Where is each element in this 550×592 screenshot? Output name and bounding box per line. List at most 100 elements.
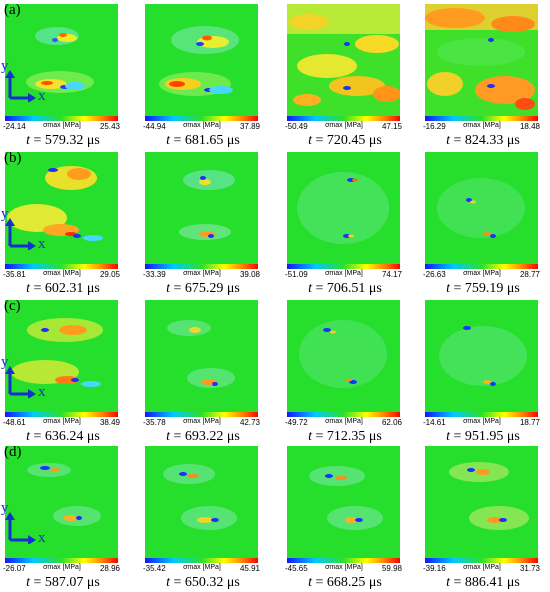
- y-axis-label: y: [1, 206, 9, 222]
- colorbar-min: -35.81: [3, 270, 26, 279]
- colorbar: [5, 116, 118, 121]
- panel-c3: -49.72 σmax [MPa] 62.06 t = 712.35 μs: [282, 300, 408, 446]
- stress-map: [287, 446, 400, 558]
- row-b: (b) y x: [0, 148, 550, 296]
- colorbar-max: 18.77: [519, 418, 540, 427]
- row-label: (d): [4, 444, 22, 460]
- stress-map: [145, 4, 258, 116]
- row-label: (a): [4, 2, 21, 18]
- stress-map: [425, 4, 538, 116]
- colorbar: [5, 264, 118, 269]
- colorbar-label: σmax [MPa]: [183, 122, 221, 129]
- colorbar-label: σmax [MPa]: [183, 270, 221, 277]
- panel-d2: -35.42 σmax [MPa] 45.91 t = 650.32 μs: [140, 446, 266, 592]
- stress-map: [425, 152, 538, 264]
- colorbar-max: 31.73: [519, 564, 540, 573]
- y-axis-label: y: [1, 58, 9, 74]
- colorbar: [425, 116, 538, 121]
- panel-b3: -51.09 σmax [MPa] 74.17 t = 706.51 μs: [282, 152, 408, 298]
- x-axis-label: x: [38, 88, 46, 104]
- colorbar-min: -24.14: [3, 122, 26, 131]
- x-axis-label: x: [38, 236, 46, 252]
- stress-map: [287, 4, 400, 116]
- panel-d3: -45.65 σmax [MPa] 59.98 t = 668.25 μs: [282, 446, 408, 592]
- colorbar-min: -16.29: [423, 122, 446, 131]
- stress-map-image: [287, 4, 400, 116]
- colorbar-min: -35.78: [143, 418, 166, 427]
- time-label: t = 587.07 μs: [26, 575, 100, 590]
- colorbar-max: 18.48: [519, 122, 540, 131]
- time-label: t = 579.32 μs: [26, 133, 100, 148]
- colorbar-label: σmax [MPa]: [325, 564, 363, 571]
- colorbar-max: 74.17: [381, 270, 402, 279]
- stress-map-image: [287, 152, 400, 264]
- colorbar-min: -39.16: [423, 564, 446, 573]
- stress-map: [287, 152, 400, 264]
- stress-map-image: [145, 300, 258, 412]
- axes-arrows-icon: [5, 366, 36, 398]
- xy-axes-indicator: y x: [1, 206, 62, 252]
- colorbar-max: 45.91: [239, 564, 260, 573]
- colorbar-min: -26.63: [423, 270, 446, 279]
- colorbar-max: 28.96: [99, 564, 120, 573]
- colorbar-min: -35.42: [143, 564, 166, 573]
- colorbar-max: 28.77: [519, 270, 540, 279]
- colorbar-label: σmax [MPa]: [325, 270, 363, 277]
- colorbar: [5, 558, 118, 563]
- time-label: t = 759.19 μs: [446, 281, 520, 296]
- stress-map-image: [287, 446, 400, 558]
- colorbar-max: 29.05: [99, 270, 120, 279]
- colorbar-max: 38.49: [99, 418, 120, 427]
- panel-a4: -16.29 σmax [MPa] 18.48 t = 824.33 μs: [420, 4, 546, 150]
- stress-map-image: [145, 4, 258, 116]
- time-label: t = 681.65 μs: [166, 133, 240, 148]
- time-label: t = 720.45 μs: [308, 133, 382, 148]
- time-label: t = 712.35 μs: [308, 429, 382, 444]
- panel-a3: -50.49 σmax [MPa] 47.15 t = 720.45 μs: [282, 4, 408, 150]
- colorbar-max: 47.15: [381, 122, 402, 131]
- colorbar-min: -48.61: [3, 418, 26, 427]
- colorbar: [287, 558, 400, 563]
- colorbar-label: σmax [MPa]: [43, 122, 81, 129]
- axes-arrows-icon: [5, 70, 36, 102]
- row-label: (b): [4, 150, 22, 166]
- row-label: (c): [4, 298, 21, 314]
- colorbar-label: σmax [MPa]: [325, 122, 363, 129]
- stress-map: [425, 300, 538, 412]
- colorbar-label: σmax [MPa]: [325, 418, 363, 425]
- time-label: t = 636.24 μs: [26, 429, 100, 444]
- row-c: (c) y x: [0, 296, 550, 444]
- colorbar-max: 62.06: [381, 418, 402, 427]
- time-label: t = 602.31 μs: [26, 281, 100, 296]
- stress-map-image: [425, 4, 538, 116]
- colorbar: [145, 264, 258, 269]
- time-label: t = 824.33 μs: [446, 133, 520, 148]
- time-label: t = 951.95 μs: [446, 429, 520, 444]
- colorbar-min: -44.94: [143, 122, 166, 131]
- colorbar: [287, 116, 400, 121]
- colorbar: [287, 264, 400, 269]
- panel-b2: -33.39 σmax [MPa] 39.08 t = 675.29 μs: [140, 152, 266, 298]
- time-label: t = 706.51 μs: [308, 281, 382, 296]
- colorbar-min: -51.09: [285, 270, 308, 279]
- colorbar: [287, 412, 400, 417]
- colorbar: [425, 264, 538, 269]
- x-axis-label: x: [38, 530, 46, 546]
- colorbar-label: σmax [MPa]: [183, 418, 221, 425]
- stress-map: [145, 300, 258, 412]
- colorbar-label: σmax [MPa]: [463, 270, 501, 277]
- panel-c2: -35.78 σmax [MPa] 42.73 t = 693.22 μs: [140, 300, 266, 446]
- xy-axes-indicator: y x: [1, 354, 62, 400]
- axes-arrows-icon: [5, 512, 36, 544]
- colorbar-min: -45.65: [285, 564, 308, 573]
- colorbar-max: 25.43: [99, 122, 120, 131]
- colorbar-min: -50.49: [285, 122, 308, 131]
- stress-map-image: [5, 4, 118, 116]
- colorbar: [425, 412, 538, 417]
- colorbar-label: σmax [MPa]: [463, 418, 501, 425]
- stress-map-image: [145, 446, 258, 558]
- panel-c1: -48.61 σmax [MPa] 38.49 t = 636.24 μs: [0, 300, 126, 446]
- time-label: t = 886.41 μs: [446, 575, 520, 590]
- colorbar-label: σmax [MPa]: [183, 564, 221, 571]
